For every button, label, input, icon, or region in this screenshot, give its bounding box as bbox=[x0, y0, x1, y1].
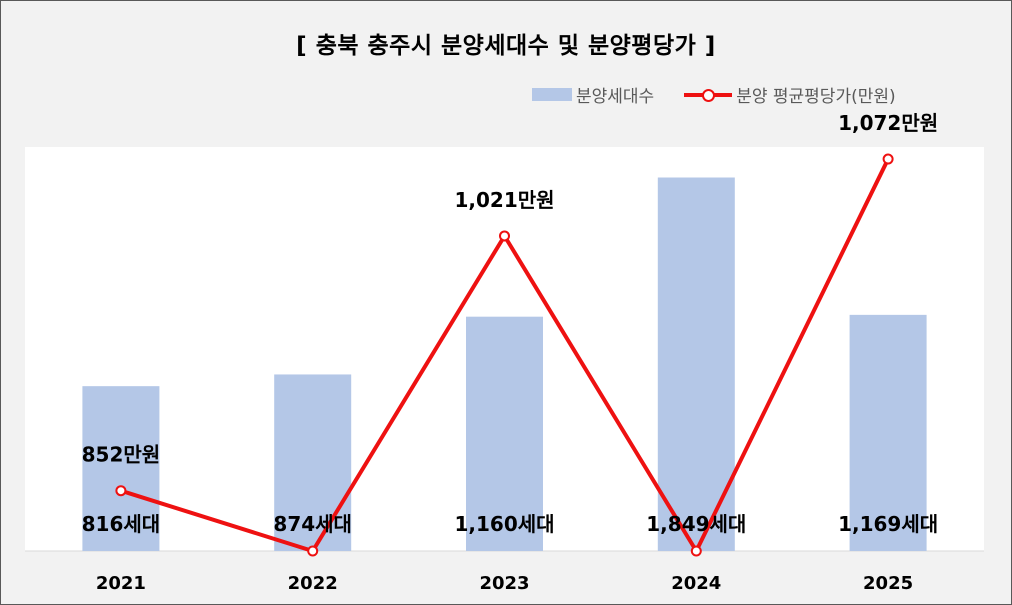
bar-2024 bbox=[657, 177, 735, 551]
bar-2022 bbox=[274, 374, 352, 551]
x-tick-2024: 2024 bbox=[671, 573, 721, 594]
price-point-2025 bbox=[882, 153, 894, 165]
bar-label-2025: 1,169세대 bbox=[838, 512, 938, 536]
price-point-2021 bbox=[115, 485, 127, 497]
price-label-2021: 852만원 bbox=[82, 443, 161, 467]
price-label-2023: 1,021만원 bbox=[454, 188, 554, 212]
legend: 분양세대수 분양 평균평당가(만원) bbox=[532, 82, 896, 107]
x-tick-2021: 2021 bbox=[96, 573, 146, 594]
legend-item-line: 분양 평균평당가(만원) bbox=[654, 82, 896, 107]
price-point-2023 bbox=[499, 230, 510, 242]
bar-label-2024: 1,849세대 bbox=[646, 512, 746, 536]
bar-label-2021: 816세대 bbox=[82, 512, 161, 536]
x-tick-2023: 2023 bbox=[479, 573, 529, 594]
legend-item-bar: 분양세대수 bbox=[532, 82, 654, 107]
bar-label-2023: 1,160세대 bbox=[454, 512, 554, 536]
price-point-2024 bbox=[690, 545, 702, 557]
bar-2021 bbox=[82, 386, 160, 551]
bar-2023 bbox=[466, 316, 543, 551]
legend-line-label: 분양 평균평당가(만원) bbox=[736, 87, 896, 107]
bar-label-2022: 874세대 bbox=[273, 512, 352, 536]
price-point-2022 bbox=[307, 545, 319, 557]
price-label-2025: 1,072만원 bbox=[838, 111, 938, 135]
x-tick-2022: 2022 bbox=[288, 573, 338, 594]
bar-2025 bbox=[849, 314, 927, 551]
chart-title: [ 충북 충주시 분양세대수 및 분양평당가 ] bbox=[296, 33, 716, 59]
x-tick-2025: 2025 bbox=[863, 573, 913, 594]
legend-line-swatch bbox=[684, 88, 733, 102]
legend-bar-swatch bbox=[532, 88, 572, 101]
legend-bar-label: 분양세대수 bbox=[576, 87, 655, 107]
